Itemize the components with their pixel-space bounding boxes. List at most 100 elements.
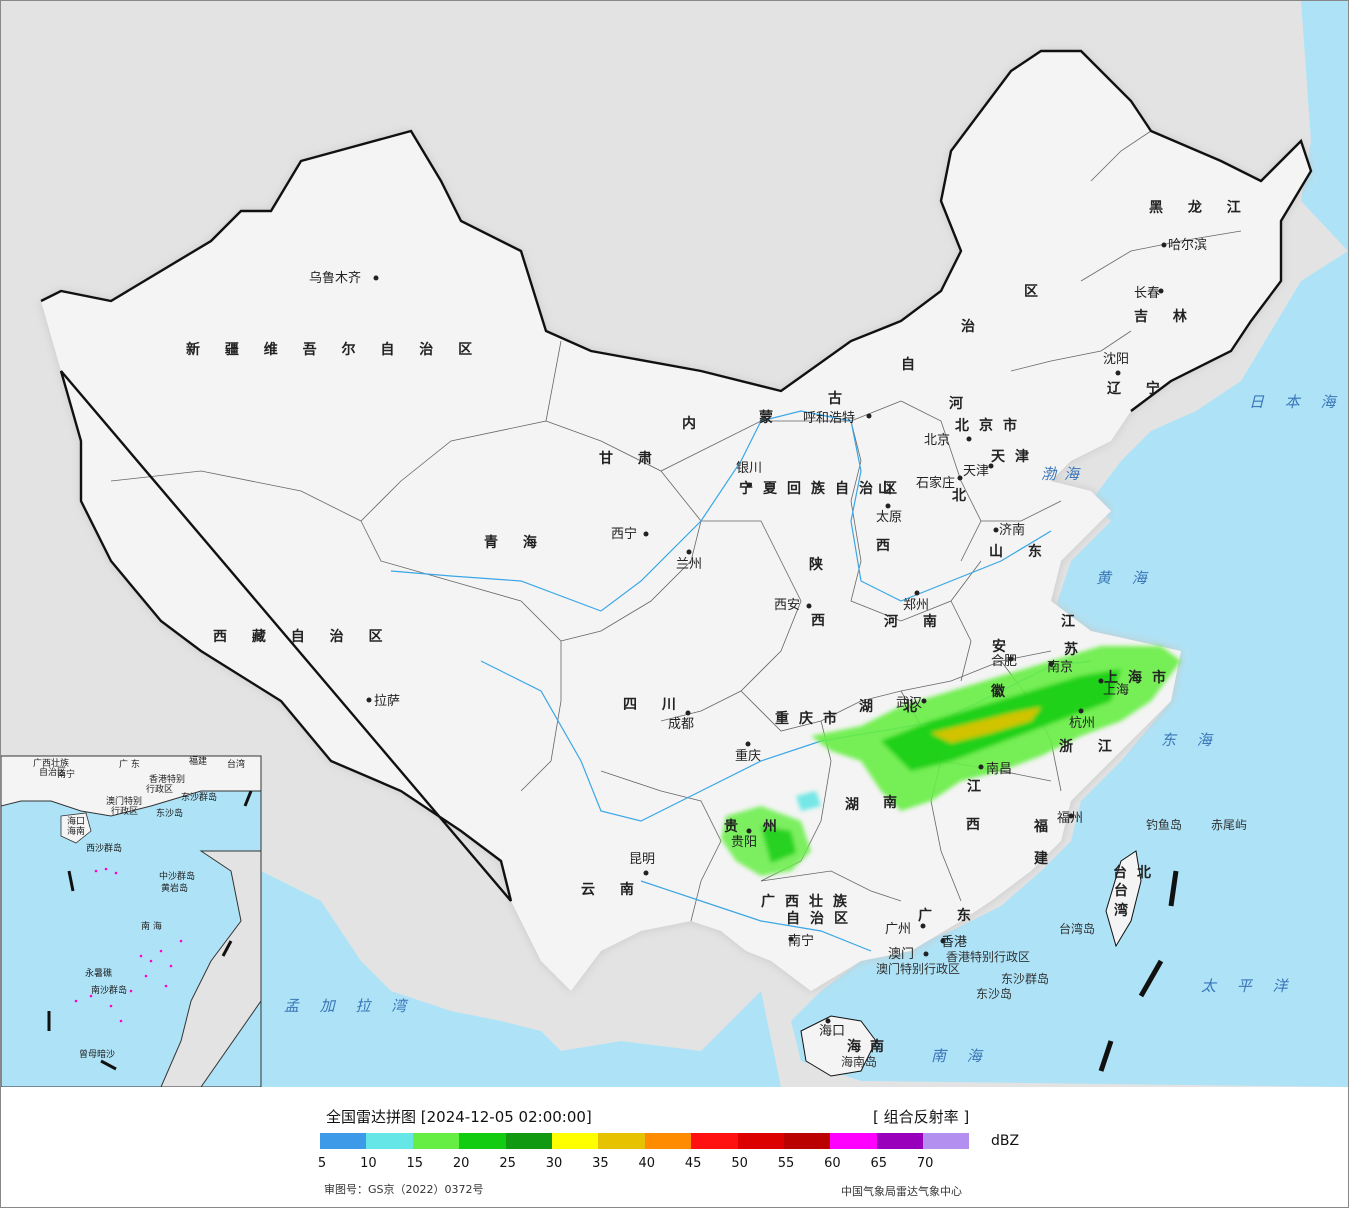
- color-scale-cell: [923, 1133, 970, 1149]
- province-label: 云 南: [581, 881, 644, 898]
- province-label: 海: [847, 1038, 871, 1055]
- inset-islands: [74, 867, 183, 1023]
- province-label: 河 南: [884, 613, 947, 630]
- province-label: 南: [870, 1038, 894, 1055]
- inset-label: 广西壮族: [33, 757, 69, 769]
- color-scale-cell: [830, 1133, 877, 1149]
- city-label: 福州: [1057, 811, 1083, 826]
- city-marker: [914, 590, 920, 596]
- city-label: 呼和浩特: [803, 411, 855, 426]
- color-scale-cell: [598, 1133, 645, 1149]
- province-label: 福: [1033, 818, 1058, 835]
- city-marker: [685, 710, 691, 716]
- taiwan-island: [1105, 850, 1142, 948]
- city-marker: [686, 549, 692, 555]
- inset-land-east: [160, 850, 262, 1087]
- color-scale-cell: [459, 1133, 506, 1149]
- sea-label: 渤海: [1041, 465, 1087, 483]
- city-marker: [366, 697, 372, 703]
- province-label: 辽 宁: [1107, 380, 1170, 397]
- inset-label: 台湾: [227, 758, 245, 770]
- city-label: 南昌: [986, 761, 1012, 777]
- province-label: 台北: [1113, 864, 1161, 881]
- city-label: 太原: [876, 510, 902, 525]
- color-scale-cell: [783, 1133, 831, 1149]
- city-label: 杭州: [1069, 716, 1095, 731]
- province-label: 青 海: [484, 534, 547, 551]
- city-marker: [1078, 708, 1084, 714]
- unit-label: dBZ: [991, 1133, 1020, 1149]
- inset-label: 香港特别: [149, 773, 185, 785]
- province-label: 宁夏回族自治区: [739, 480, 907, 497]
- radar-echo: [721, 646, 1181, 876]
- inset-label: 西沙群岛: [86, 842, 122, 854]
- maritime-boundary: [1098, 870, 1179, 1072]
- city-label: 哈尔滨: [1168, 237, 1207, 253]
- province-label: 黑 龙 江: [1149, 199, 1251, 216]
- city-label: 银川: [736, 461, 762, 476]
- city-marker: [373, 275, 379, 281]
- city-marker: [788, 936, 794, 942]
- map-review-number: 审图号：GS京（2022）0372号: [324, 1183, 484, 1196]
- sea-label: 黄 海: [1096, 569, 1155, 587]
- color-scale-tick: 65: [870, 1156, 888, 1171]
- province-borders: [110, 130, 1242, 922]
- city-label: 拉萨: [374, 694, 400, 709]
- city-marker: [966, 436, 972, 442]
- color-scale-tick: 45: [684, 1156, 702, 1171]
- color-scale-tick: 10: [360, 1156, 377, 1171]
- color-scale-cell: [691, 1133, 738, 1149]
- inset-label: 南沙群岛: [91, 984, 127, 996]
- color-scale-tick: 20: [452, 1156, 470, 1171]
- color-scale-cell: [320, 1133, 367, 1149]
- island-label: 东沙群岛: [1001, 971, 1049, 986]
- echo-small-1: [796, 791, 821, 811]
- city-marker: [1098, 678, 1104, 684]
- city-marker: [993, 527, 999, 533]
- city-marker: [978, 764, 984, 770]
- color-scale-tick: 15: [406, 1156, 424, 1171]
- city-label: 西宁: [611, 526, 637, 542]
- sea-label: 南 海: [931, 1047, 990, 1065]
- city-label: 南京: [1047, 659, 1073, 675]
- color-scale-cell: [644, 1133, 692, 1149]
- city-marker: [923, 951, 929, 957]
- city-label: 乌鲁木齐: [309, 270, 361, 286]
- province-label: 吉 林: [1134, 308, 1197, 325]
- inset-hainan: [60, 812, 92, 844]
- province-label: 自: [901, 356, 925, 373]
- province-label: 治: [961, 318, 985, 335]
- city-marker: [1048, 661, 1054, 667]
- province-label: 湖: [845, 797, 869, 813]
- city-label: 贵阳: [731, 835, 757, 850]
- city-label: 成都: [668, 717, 694, 732]
- hainan-island: [800, 1015, 877, 1077]
- province-label: 广西壮族: [761, 893, 857, 910]
- radar-map-svg: 新 疆 维 吾 尔 自 治 区西 藏 自 治 区青 海甘 肃四 川云 南内 蒙古自…: [1, 1, 1348, 1087]
- inset-label: 行政区: [146, 783, 173, 795]
- province-label: 自治区: [786, 910, 858, 927]
- color-scale-cell: [366, 1133, 413, 1149]
- province-label: 台: [1114, 882, 1138, 899]
- city-label: 南宁: [788, 933, 814, 949]
- city-marker: [746, 828, 752, 834]
- color-scale-tick: 25: [499, 1156, 516, 1171]
- inset-label: 南 海: [141, 920, 162, 932]
- province-label: 北京市: [955, 417, 1027, 434]
- province-label: 西: [876, 538, 900, 554]
- province-label: 浙 江: [1059, 738, 1122, 755]
- color-scale-tick: 5: [317, 1156, 327, 1171]
- city-label: 天津: [963, 464, 989, 479]
- inset-label: 东沙群岛: [181, 791, 217, 803]
- color-scale-bar: [320, 1133, 970, 1149]
- province-label: 湖: [859, 699, 883, 715]
- city-marker: [1008, 656, 1014, 662]
- province-label: 北: [903, 699, 927, 715]
- province-label: 山: [878, 481, 902, 497]
- city-marker: [825, 1018, 831, 1024]
- province-label: 南: [883, 794, 907, 811]
- city-marker: [746, 482, 752, 488]
- city-label: 兰州: [676, 557, 702, 572]
- sea-label: 东 海: [1161, 731, 1220, 749]
